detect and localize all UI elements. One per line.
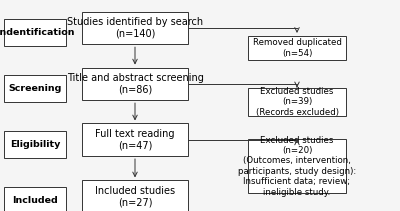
FancyBboxPatch shape: [82, 180, 188, 211]
FancyBboxPatch shape: [4, 131, 66, 158]
Text: Studies identified by search
(n=140): Studies identified by search (n=140): [67, 17, 203, 39]
Text: Excluded studies
(n=39)
(Records excluded): Excluded studies (n=39) (Records exclude…: [256, 87, 338, 117]
FancyBboxPatch shape: [248, 36, 346, 60]
Text: Title and abstract screening
(n=86): Title and abstract screening (n=86): [66, 73, 204, 95]
Text: Included: Included: [12, 196, 58, 205]
Text: Included studies
(n=27): Included studies (n=27): [95, 186, 175, 208]
FancyBboxPatch shape: [82, 123, 188, 156]
FancyBboxPatch shape: [4, 187, 66, 211]
Text: Excluded studies
(n=20)
(Outcomes, intervention,
participants, study design):
In: Excluded studies (n=20) (Outcomes, inter…: [238, 136, 356, 197]
Text: Full text reading
(n=47): Full text reading (n=47): [95, 129, 175, 151]
Text: Indentification: Indentification: [0, 28, 74, 37]
FancyBboxPatch shape: [248, 139, 346, 193]
FancyBboxPatch shape: [4, 75, 66, 102]
FancyBboxPatch shape: [82, 68, 188, 100]
FancyBboxPatch shape: [248, 88, 346, 116]
Text: Removed duplicated
(n=54): Removed duplicated (n=54): [252, 38, 342, 58]
FancyBboxPatch shape: [4, 19, 66, 46]
Text: Screening: Screening: [8, 84, 62, 93]
Text: Eligibility: Eligibility: [10, 140, 60, 149]
FancyBboxPatch shape: [82, 12, 188, 44]
